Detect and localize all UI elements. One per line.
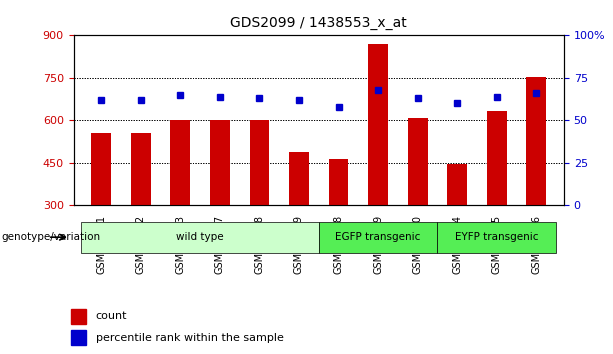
FancyBboxPatch shape (319, 222, 438, 253)
Bar (368, 45, 388, 205)
Text: wild type: wild type (177, 232, 224, 242)
Text: EGFP transgenic: EGFP transgenic (335, 232, 421, 242)
Bar (210, 120, 230, 205)
Bar (329, 159, 348, 205)
Bar (527, 77, 546, 205)
Text: percentile rank within the sample: percentile rank within the sample (96, 332, 283, 343)
Bar (289, 152, 309, 205)
FancyBboxPatch shape (438, 222, 556, 253)
Bar (447, 164, 467, 205)
Bar (71, 330, 86, 345)
Bar (131, 132, 151, 205)
Bar (408, 118, 427, 205)
Text: count: count (96, 311, 127, 321)
Text: EYFP transgenic: EYFP transgenic (455, 232, 538, 242)
Bar (170, 120, 190, 205)
Title: GDS2099 / 1438553_x_at: GDS2099 / 1438553_x_at (230, 16, 407, 30)
Bar (91, 132, 111, 205)
FancyBboxPatch shape (82, 222, 319, 253)
Text: genotype/variation: genotype/variation (1, 232, 101, 242)
Bar (249, 120, 269, 205)
Bar (487, 111, 506, 205)
Bar (71, 309, 86, 324)
